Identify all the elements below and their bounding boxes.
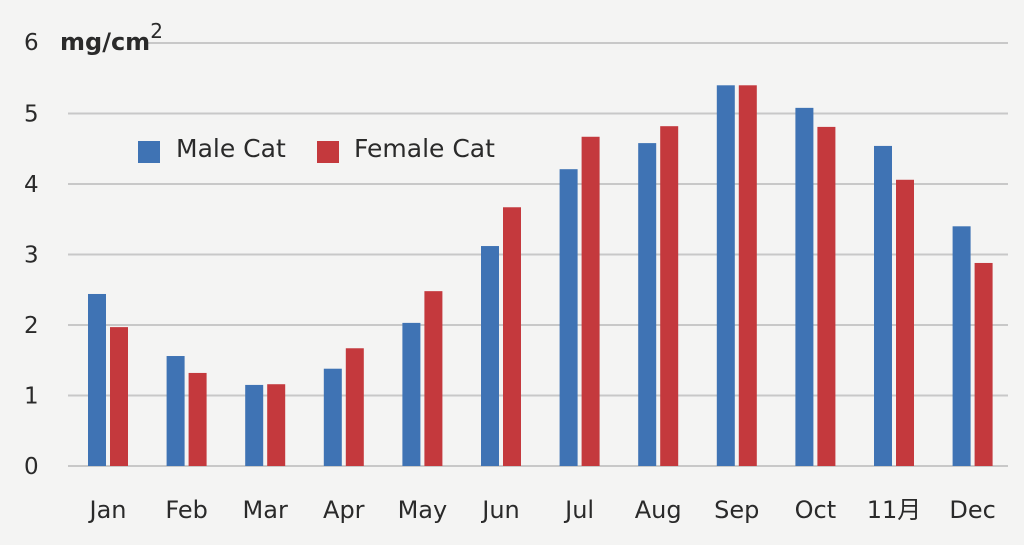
- bar-female: [424, 291, 443, 466]
- y-axis-unit: mg/cm2: [60, 19, 163, 56]
- bar-male: [559, 169, 578, 466]
- legend-label: Female Cat: [354, 134, 495, 163]
- bar-male: [88, 293, 106, 466]
- legend: Male Cat Female Cat: [138, 134, 495, 163]
- legend-swatch: [317, 141, 339, 163]
- y-axis-unit-text: mg/cm: [60, 28, 150, 56]
- bar-female: [581, 136, 600, 466]
- x-tick-label: Mar: [243, 496, 288, 524]
- bars: [88, 85, 993, 467]
- x-tick-label: May: [398, 496, 448, 524]
- bar-male: [874, 145, 892, 466]
- bar-female: [503, 207, 521, 466]
- legend-label: Male Cat: [176, 134, 286, 163]
- y-tick-label: 3: [24, 243, 39, 269]
- bar-female: [345, 348, 364, 466]
- bar-female: [188, 372, 207, 466]
- gridlines: [68, 42, 1008, 467]
- x-tick-label: Dec: [949, 496, 995, 524]
- bar-female: [660, 126, 679, 466]
- y-axis-unit-superscript: 2: [150, 19, 163, 43]
- bar-male: [481, 246, 499, 466]
- bar-male: [323, 368, 342, 466]
- x-tick-label: Sep: [714, 496, 759, 524]
- x-tick-label: Jun: [480, 496, 520, 524]
- x-tick-label: Feb: [165, 496, 208, 524]
- y-tick-label: 1: [24, 384, 39, 410]
- bar-male: [166, 356, 185, 466]
- x-tick-label: Aug: [635, 496, 682, 524]
- bar-female: [974, 262, 993, 466]
- x-tick-label: 11月: [867, 496, 922, 524]
- x-tick-label: Apr: [323, 496, 365, 524]
- bar-male: [638, 143, 657, 467]
- y-tick-label: 5: [24, 102, 39, 128]
- bar-male: [795, 107, 814, 467]
- y-tick-label: 4: [24, 172, 39, 198]
- y-tick-label: 2: [24, 313, 39, 339]
- bar-male: [952, 226, 971, 466]
- x-tick-label: Jan: [88, 496, 127, 524]
- bar-male: [245, 384, 264, 466]
- legend-swatch: [138, 141, 160, 163]
- x-tick-label: Jul: [563, 496, 594, 524]
- x-tick-label: Oct: [795, 496, 837, 524]
- y-axis-ticks: 0 1 2 3 4 5 6: [24, 30, 39, 480]
- bar-male: [716, 85, 735, 467]
- bar-female: [110, 327, 128, 466]
- x-axis-ticks: Jan Feb Mar Apr May Jun Jul Aug Sep Oct 11月 Dec: [88, 496, 996, 524]
- bar-female: [817, 126, 836, 467]
- bar-female: [738, 85, 757, 467]
- bar-male: [402, 322, 421, 466]
- y-tick-label: 0: [24, 454, 39, 480]
- bar-female: [267, 384, 286, 466]
- y-tick-label: 6: [24, 30, 39, 56]
- bar-female: [896, 179, 914, 466]
